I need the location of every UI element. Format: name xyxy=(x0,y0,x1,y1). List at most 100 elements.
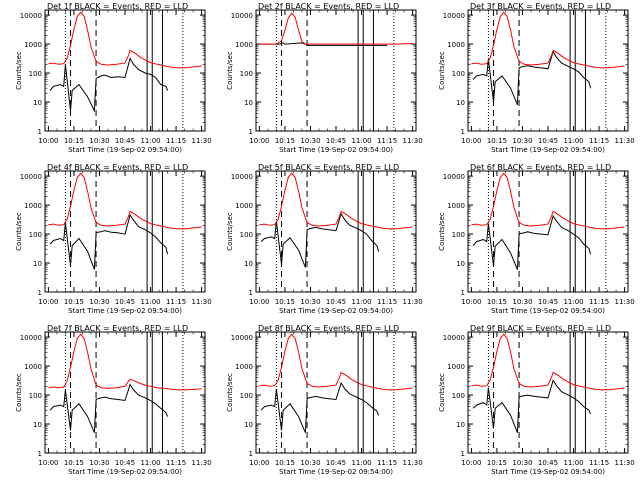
lld-series-line xyxy=(259,12,413,45)
y-tick-label: 10 xyxy=(244,99,253,107)
x-tick-label: 10:00 xyxy=(249,137,269,145)
y-tick-label: 10 xyxy=(244,260,253,268)
x-tick-label: 11:30 xyxy=(192,137,212,145)
x-tick-label: 11:30 xyxy=(192,459,212,467)
plot-frame xyxy=(467,331,629,454)
panel-title: Det 1f BLACK = Events, RED = LLD xyxy=(47,2,188,11)
panel-3: Det 3f BLACK = Events, RED = LLD 1 10 100 10… xyxy=(438,2,635,154)
panel-title: Det 4f BLACK = Events, RED = LLD xyxy=(47,163,188,172)
events-series-line xyxy=(49,213,169,270)
y-tick-label: 10 xyxy=(33,260,42,268)
events-series-line xyxy=(472,379,592,433)
y-tick-label: 10000 xyxy=(231,12,253,20)
x-tick-label: 10:45 xyxy=(326,137,346,145)
panel-8: Det 8f BLACK = Events, RED = LLD 1 10 100 10… xyxy=(226,324,423,476)
x-tick-label: 11:30 xyxy=(615,137,635,145)
y-tick-label: 10 xyxy=(244,421,253,429)
x-tick-label: 11:30 xyxy=(403,137,423,145)
x-tick-label: 11:00 xyxy=(563,298,583,306)
y-tick-label: 10000 xyxy=(20,173,42,181)
y-tick-label: 10000 xyxy=(231,334,253,342)
x-tick-label: 10:30 xyxy=(300,459,320,467)
y-tick-label: 100 xyxy=(29,392,42,400)
y-tick-label: 1 xyxy=(38,128,42,136)
x-tick-label: 11:00 xyxy=(140,298,160,306)
plot-frame xyxy=(467,170,629,293)
plot-frame xyxy=(44,9,206,132)
events-series-line xyxy=(472,50,592,105)
x-tick-label: 11:00 xyxy=(140,459,160,467)
y-tick-label: 100 xyxy=(452,70,465,78)
x-tick-label: 10:00 xyxy=(461,137,481,145)
y-tick-label: 10 xyxy=(456,260,465,268)
y-tick-label: 1 xyxy=(249,128,253,136)
y-axis-label: Counts/sec xyxy=(15,373,23,412)
panel-4: Det 4f BLACK = Events, RED = LLD 1 10 100 10… xyxy=(15,163,212,315)
x-tick-label: 11:15 xyxy=(589,459,609,467)
plot-frame xyxy=(44,331,206,454)
x-axis-label: Start Time (19-Sep-02 09:54:00) xyxy=(279,468,393,476)
plot-frame xyxy=(467,9,629,132)
x-tick-label: 10:30 xyxy=(512,137,532,145)
y-tick-label: 100 xyxy=(240,392,253,400)
x-tick-label: 10:00 xyxy=(38,137,58,145)
x-tick-label: 11:30 xyxy=(403,459,423,467)
plot-frame xyxy=(255,331,417,454)
panel-title: Det 8f BLACK = Events, RED = LLD xyxy=(258,324,399,333)
panel-title: Det 5f BLACK = Events, RED = LLD xyxy=(258,163,399,172)
x-tick-label: 11:00 xyxy=(351,137,371,145)
panel-title: Det 3f BLACK = Events, RED = LLD xyxy=(470,2,611,11)
x-axis-label: Start Time (19-Sep-02 09:54:00) xyxy=(491,307,605,315)
lld-series-line xyxy=(259,333,413,391)
y-axis-label: Counts/sec xyxy=(438,212,446,251)
x-tick-label: 11:15 xyxy=(589,137,609,145)
lld-series-line xyxy=(48,333,202,391)
y-tick-label: 1000 xyxy=(24,41,42,49)
x-tick-label: 11:00 xyxy=(140,137,160,145)
y-axis-label: Counts/sec xyxy=(438,373,446,412)
y-tick-label: 1 xyxy=(249,450,253,458)
y-tick-label: 1000 xyxy=(24,202,42,210)
y-tick-label: 1 xyxy=(461,128,465,136)
y-tick-label: 1000 xyxy=(235,41,253,49)
y-tick-label: 1000 xyxy=(235,363,253,371)
plot-frame xyxy=(255,170,417,293)
x-tick-label: 10:30 xyxy=(89,137,109,145)
x-axis-label: Start Time (19-Sep-02 09:54:00) xyxy=(491,146,605,154)
events-series-line xyxy=(260,212,380,268)
x-tick-label: 10:30 xyxy=(89,459,109,467)
x-tick-label: 11:00 xyxy=(563,459,583,467)
y-tick-label: 10 xyxy=(456,99,465,107)
x-tick-label: 10:15 xyxy=(275,459,295,467)
y-tick-label: 10000 xyxy=(231,173,253,181)
x-tick-label: 10:30 xyxy=(512,459,532,467)
x-tick-label: 11:15 xyxy=(166,137,186,145)
panel-title: Det 9f BLACK = Events, RED = LLD xyxy=(470,324,611,333)
x-tick-label: 10:00 xyxy=(38,298,58,306)
y-tick-label: 1 xyxy=(461,289,465,297)
x-tick-label: 10:00 xyxy=(461,298,481,306)
x-tick-label: 10:15 xyxy=(64,459,84,467)
y-tick-label: 100 xyxy=(452,231,465,239)
x-tick-label: 10:45 xyxy=(326,298,346,306)
x-tick-label: 10:45 xyxy=(326,459,346,467)
x-tick-label: 10:15 xyxy=(487,137,507,145)
x-axis-label: Start Time (19-Sep-02 09:54:00) xyxy=(68,307,182,315)
x-tick-label: 11:15 xyxy=(377,298,397,306)
x-tick-label: 11:00 xyxy=(563,137,583,145)
x-tick-label: 10:00 xyxy=(249,298,269,306)
x-tick-label: 11:15 xyxy=(166,459,186,467)
x-axis-label: Start Time (19-Sep-02 09:54:00) xyxy=(68,146,182,154)
x-tick-label: 11:15 xyxy=(377,137,397,145)
x-tick-label: 10:45 xyxy=(538,298,558,306)
x-tick-label: 10:15 xyxy=(275,298,295,306)
panel-2: Det 2f BLACK = Events, RED = LLD 1 10 100 10… xyxy=(226,2,423,154)
y-tick-label: 1 xyxy=(38,450,42,458)
y-tick-label: 10000 xyxy=(443,173,465,181)
y-axis-label: Counts/sec xyxy=(226,212,234,251)
panel-title: Det 6f BLACK = Events, RED = LLD xyxy=(470,163,611,172)
panel-9: Det 9f BLACK = Events, RED = LLD 1 10 100 10… xyxy=(438,324,635,476)
events-series-line xyxy=(259,42,388,46)
x-tick-label: 10:30 xyxy=(89,298,109,306)
x-tick-label: 10:15 xyxy=(487,459,507,467)
